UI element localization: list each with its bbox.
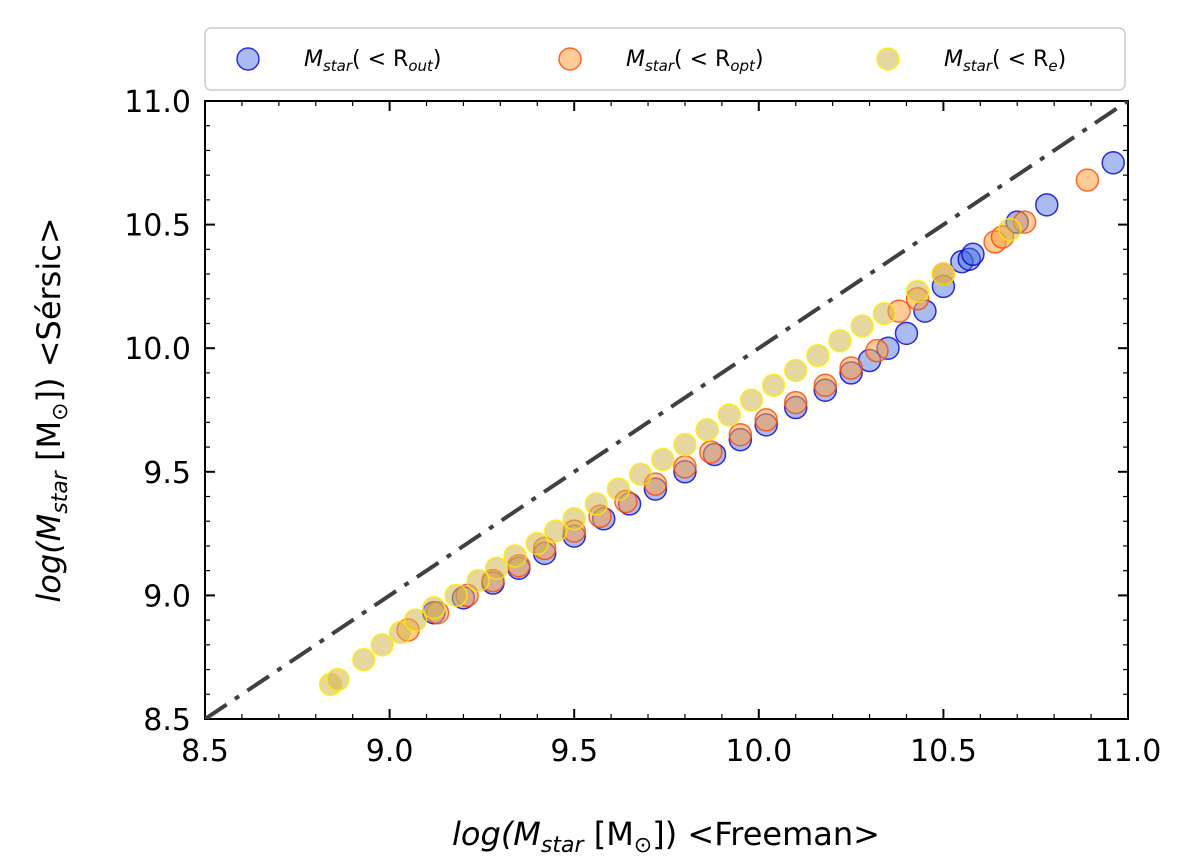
legend-label: Mstar( < Ropt) bbox=[626, 47, 764, 75]
x-tick-label: 11.0 bbox=[1095, 734, 1162, 769]
data-point bbox=[606, 477, 631, 501]
legend-marker bbox=[236, 47, 260, 71]
legend-frame bbox=[204, 27, 1126, 91]
data-point bbox=[352, 647, 376, 672]
data-point bbox=[370, 633, 394, 657]
data-point bbox=[806, 343, 830, 368]
data-point bbox=[931, 262, 956, 286]
legend: Mstar( < Rout) Mstar( < Ropt) Mstar( < Re) bbox=[204, 27, 1126, 91]
data-point bbox=[543, 519, 568, 543]
data-point bbox=[894, 321, 919, 346]
y-tick-label: 11.0 bbox=[124, 85, 191, 120]
data-point bbox=[503, 544, 527, 568]
data-points bbox=[318, 151, 1125, 697]
data-point bbox=[717, 403, 742, 427]
data-point bbox=[1035, 193, 1059, 217]
data-point bbox=[651, 447, 675, 472]
data-point bbox=[850, 314, 874, 338]
data-point bbox=[695, 418, 719, 442]
data-point bbox=[998, 217, 1022, 242]
data-point bbox=[872, 301, 897, 326]
data-point bbox=[699, 440, 723, 464]
data-point bbox=[484, 556, 509, 580]
y-tick-label: 10.5 bbox=[124, 209, 191, 244]
data-point bbox=[466, 568, 490, 593]
y-tick-label: 10.0 bbox=[124, 332, 191, 367]
tick-labels: 8.5 9.0 9.5 10.0 10.5 11.0 8.5 9.0 9.5 10.0 10.5 11… bbox=[124, 85, 1161, 769]
legend-marker bbox=[558, 47, 582, 71]
legend-entry-2: Mstar( < Ropt) bbox=[558, 47, 764, 75]
data-point bbox=[828, 329, 852, 353]
data-point bbox=[422, 596, 446, 620]
data-point bbox=[525, 531, 550, 556]
data-point bbox=[444, 583, 468, 608]
minor-ticks bbox=[205, 101, 1128, 719]
data-point bbox=[961, 242, 985, 267]
data-point bbox=[839, 356, 863, 380]
data-point bbox=[865, 338, 889, 363]
series-3 bbox=[318, 217, 1022, 697]
data-point bbox=[783, 358, 808, 383]
data-point bbox=[584, 492, 609, 516]
x-tick-label: 9.0 bbox=[366, 734, 414, 769]
data-point bbox=[783, 390, 808, 415]
one-to-one-reference-line bbox=[205, 101, 1128, 719]
data-point bbox=[1075, 168, 1100, 192]
data-point bbox=[403, 608, 428, 632]
data-point bbox=[1101, 151, 1125, 175]
x-tick-label: 10.0 bbox=[725, 734, 792, 769]
data-point bbox=[628, 462, 653, 487]
x-tick-label: 9.5 bbox=[550, 734, 598, 769]
y-axis-title: log(Mstar [M⊙]) <Sérsic> bbox=[30, 217, 73, 602]
x-tick-label: 8.5 bbox=[181, 734, 229, 769]
legend-entry-3: Mstar( < Re) bbox=[876, 47, 1066, 75]
data-point bbox=[728, 422, 753, 447]
data-point bbox=[739, 388, 764, 412]
data-point bbox=[673, 432, 697, 457]
legend-label: Mstar( < Re) bbox=[944, 47, 1066, 75]
x-tick-label: 10.5 bbox=[910, 734, 977, 769]
data-point bbox=[326, 667, 350, 692]
y-tick-label: 9.5 bbox=[143, 456, 191, 491]
major-ticks bbox=[204, 100, 1129, 720]
data-point bbox=[673, 455, 697, 479]
data-point bbox=[761, 373, 786, 398]
x-axis-title: log(Mstar [M⊙]) <Freeman> bbox=[452, 815, 880, 858]
data-point bbox=[754, 408, 778, 432]
legend-marker bbox=[876, 47, 900, 71]
legend-entry-1: Mstar( < Rout) bbox=[236, 47, 442, 75]
data-point bbox=[905, 279, 930, 304]
data-point bbox=[813, 373, 838, 398]
y-tick-label: 9.0 bbox=[143, 579, 191, 614]
legend-label: Mstar( < Rout) bbox=[304, 47, 442, 75]
y-tick-label: 8.5 bbox=[143, 703, 191, 738]
data-point bbox=[562, 507, 586, 531]
